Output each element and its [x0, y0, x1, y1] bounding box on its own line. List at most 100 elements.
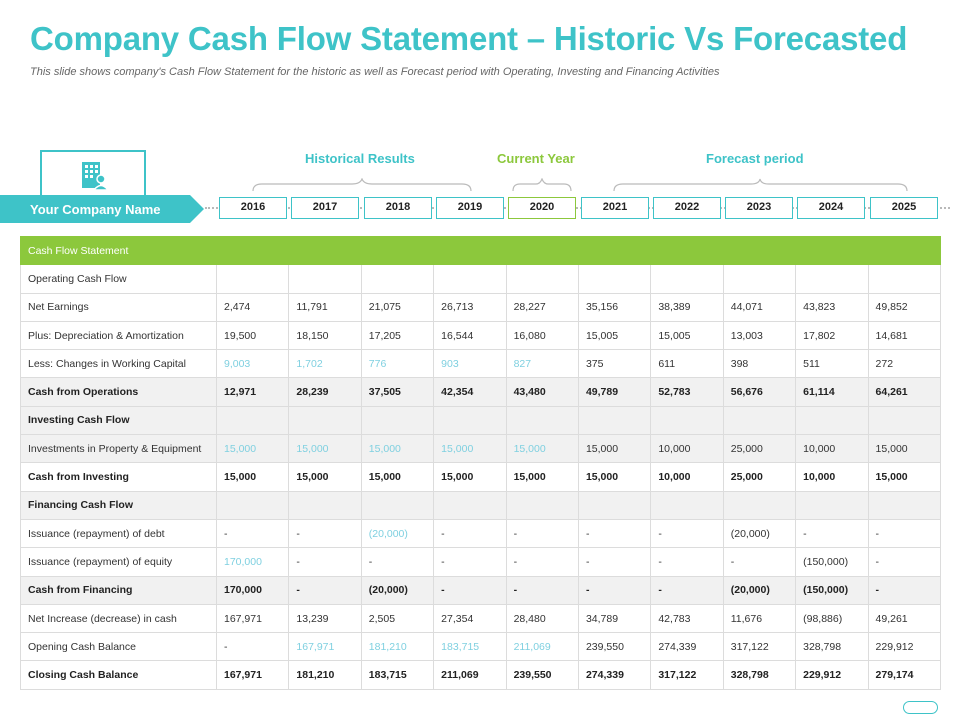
row-label: Financing Cash Flow [20, 490, 217, 520]
table-cell: 17,205 [360, 320, 435, 351]
table-cell: 15,000 [505, 462, 579, 492]
table-cell [722, 490, 797, 520]
table-cell: 827 [505, 349, 579, 379]
page-title: Company Cash Flow Statement – Historic V… [30, 20, 908, 57]
table-cell: 183,715 [433, 632, 507, 662]
table-cell: (20,000) [360, 518, 435, 549]
table-cell [650, 405, 724, 436]
table-cell: - [433, 575, 507, 605]
table-row: Net Increase (decrease) in cash 167,971 13… [20, 603, 942, 634]
table-cell [215, 264, 290, 294]
table-row: Investing Cash Flow [20, 405, 942, 436]
table-cell: 167,971 [288, 632, 362, 662]
year-box: 2019 [436, 197, 504, 219]
cash-flow-table: Cash Flow Statement Operating Cash Flow N… [20, 235, 942, 690]
table-cell [505, 264, 579, 294]
table-row: Operating Cash Flow [20, 264, 942, 294]
table-cell: 35,156 [577, 292, 652, 322]
table-cell: - [722, 547, 797, 577]
year-box: 2023 [725, 197, 793, 219]
table-cell: - [867, 575, 942, 605]
table-cell: - [795, 518, 869, 549]
table-cell [433, 405, 507, 436]
table-row: Investments in Property & Equipment 15,00… [20, 434, 942, 464]
table-cell: 43,480 [505, 377, 579, 407]
table-cell [215, 490, 290, 520]
table-row: Cash from Operations 12,971 28,239 37,505 42… [20, 377, 942, 407]
table-cell [433, 264, 507, 294]
table-cell: 64,261 [867, 377, 942, 407]
table-cell [722, 405, 797, 436]
table-row: Financing Cash Flow [20, 490, 942, 520]
table-cell: 34,789 [577, 603, 652, 634]
table-cell: 317,122 [650, 660, 724, 690]
table-cell: 42,354 [433, 377, 507, 407]
historical-brace [252, 178, 472, 192]
current-year-label: Current Year [497, 151, 575, 166]
row-label: Less: Changes in Working Capital [20, 349, 217, 379]
table-cell: - [650, 547, 724, 577]
table-cell [288, 490, 362, 520]
table-cell [360, 490, 435, 520]
table-cell: 611 [650, 349, 724, 379]
table-cell: 279,174 [867, 660, 942, 690]
table-cell: 776 [360, 349, 435, 379]
table-cell [867, 405, 942, 436]
table-cell: 511 [795, 349, 869, 379]
row-label: Cash from Investing [20, 462, 217, 492]
table-cell: - [433, 547, 507, 577]
table-cell: 38,389 [650, 292, 724, 322]
table-cell: 12,971 [215, 377, 290, 407]
table-cell [360, 264, 435, 294]
table-cell: 211,069 [505, 632, 579, 662]
table-cell: 2,505 [360, 603, 435, 634]
company-building-icon [82, 162, 108, 190]
table-cell: 21,075 [360, 292, 435, 322]
table-cell: 15,005 [577, 320, 652, 351]
row-label: Cash from Financing [20, 575, 217, 605]
page-subtitle: This slide shows company's Cash Flow Sta… [30, 66, 720, 78]
table-cell: 16,080 [505, 320, 579, 351]
table-cell: 49,261 [867, 603, 942, 634]
table-cell: 15,000 [867, 462, 942, 492]
row-label: Issuance (repayment) of debt [20, 518, 217, 549]
table-cell: 15,000 [288, 434, 362, 464]
table-cell: (98,886) [795, 603, 869, 634]
forecast-brace [613, 178, 908, 192]
table-cell: (20,000) [722, 518, 797, 549]
table-row: Plus: Depreciation & Amortization 19,500 1… [20, 320, 942, 351]
table-cell: 61,114 [795, 377, 869, 407]
row-label: Cash from Operations [20, 377, 217, 407]
table-cell [288, 264, 362, 294]
table-cell: - [288, 518, 362, 549]
table-cell: 43,823 [795, 292, 869, 322]
year-box: 2018 [364, 197, 432, 219]
current-year-brace [512, 178, 572, 192]
table-cell: 183,715 [360, 660, 435, 690]
table-cell: 239,550 [505, 660, 579, 690]
table-cell: 18,150 [288, 320, 362, 351]
table-cell: 14,681 [867, 320, 942, 351]
timeline-dotted-line [205, 207, 950, 209]
table-cell: 10,000 [650, 462, 724, 492]
table-cell: (20,000) [360, 575, 435, 605]
table-cell: 25,000 [722, 434, 797, 464]
slide-nav-indicator [903, 701, 938, 714]
year-box: 2017 [291, 197, 359, 219]
table-cell: 903 [433, 349, 507, 379]
table-cell [795, 405, 869, 436]
table-cell: (150,000) [795, 575, 869, 605]
table-cell: - [867, 547, 942, 577]
table-cell: 9,003 [215, 349, 290, 379]
table-cell [360, 405, 435, 436]
table-cell: 274,339 [650, 632, 724, 662]
historical-results-label: Historical Results [305, 151, 415, 166]
table-cell: - [505, 547, 579, 577]
table-cell [288, 405, 362, 436]
table-cell: - [577, 547, 652, 577]
year-box: 2024 [797, 197, 865, 219]
row-label: Closing Cash Balance [20, 660, 217, 690]
table-cell: 15,000 [867, 434, 942, 464]
table-cell: 25,000 [722, 462, 797, 492]
table-cell: 328,798 [722, 660, 797, 690]
